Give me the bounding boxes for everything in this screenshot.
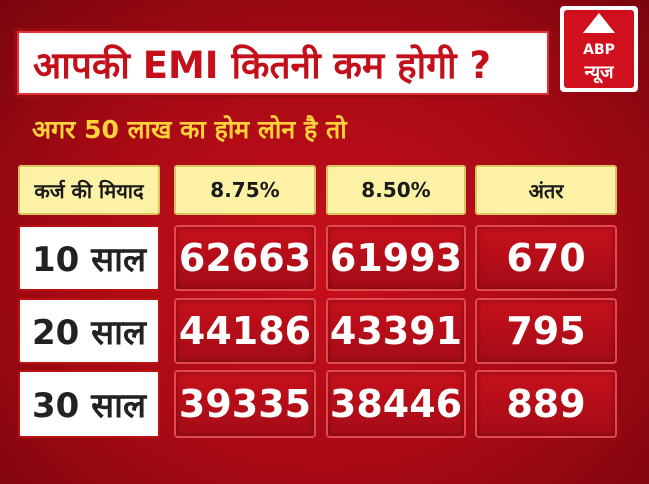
row-10-emi-875: 62663 bbox=[174, 225, 316, 291]
logo-inner: ABP न्यूज bbox=[564, 10, 634, 88]
row-10-diff: 670 bbox=[475, 225, 617, 291]
header-rate-875: 8.75% bbox=[174, 165, 316, 215]
logo-triangle-icon bbox=[583, 13, 615, 33]
row-10-tenure: 10 साल bbox=[18, 225, 160, 291]
row-30-emi-850: 38446 bbox=[326, 370, 466, 438]
row-30-emi-875: 39335 bbox=[174, 370, 316, 438]
row-30-tenure: 30 साल bbox=[18, 370, 160, 438]
header-rate-850: 8.50% bbox=[326, 165, 466, 215]
abp-news-logo: ABP न्यूज bbox=[560, 6, 638, 92]
row-20-emi-875: 44186 bbox=[174, 298, 316, 364]
row-20-diff: 795 bbox=[475, 298, 617, 364]
title-box: आपकी EMI कितनी कम होगी ? bbox=[14, 28, 552, 98]
row-20-tenure: 20 साल bbox=[18, 298, 160, 364]
row-20-emi-850: 43391 bbox=[326, 298, 466, 364]
logo-news-text: न्यूज bbox=[584, 62, 614, 83]
row-30-diff: 889 bbox=[475, 370, 617, 438]
row-10-emi-850: 61993 bbox=[326, 225, 466, 291]
header-tenure: कर्ज की मियाद bbox=[18, 165, 160, 215]
header-difference: अंतर bbox=[475, 165, 617, 215]
page-title: आपकी EMI कितनी कम होगी ? bbox=[33, 43, 491, 87]
subtitle: अगर 50 लाख का होम लोन है तो bbox=[32, 115, 347, 144]
logo-abp-text: ABP bbox=[583, 42, 615, 58]
